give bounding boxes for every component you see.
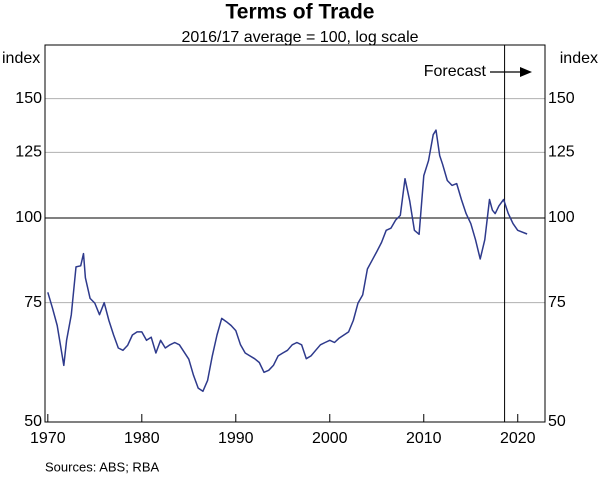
chart-title: Terms of Trade bbox=[226, 1, 375, 24]
x-tick-label: 1990 bbox=[218, 430, 254, 447]
y2-tick-label: 100 bbox=[548, 209, 575, 226]
y-axis-label: index bbox=[2, 50, 40, 67]
chart-subtitle: 2016/17 average = 100, log scale bbox=[181, 29, 418, 46]
x-tick-label: 2000 bbox=[312, 430, 348, 447]
x-tick-label: 2020 bbox=[500, 430, 536, 447]
forecast-arrowhead bbox=[520, 67, 532, 77]
y-tick-label: 150 bbox=[15, 90, 42, 107]
y-tick-label: 125 bbox=[15, 144, 42, 161]
y-tick-label: 100 bbox=[15, 209, 42, 226]
y-tick-label: 75 bbox=[24, 294, 42, 311]
source-note: Sources: ABS; RBA bbox=[45, 459, 159, 474]
data-line bbox=[47, 129, 528, 393]
y-tick-label: 50 bbox=[24, 413, 42, 430]
y2-tick-label: 50 bbox=[548, 413, 566, 430]
y2-axis-label: index bbox=[560, 50, 598, 67]
forecast-label: Forecast bbox=[424, 63, 487, 80]
x-tick-label: 1970 bbox=[30, 430, 66, 447]
y2-tick-label: 150 bbox=[548, 90, 575, 107]
x-tick-label: 1980 bbox=[124, 430, 160, 447]
x-tick-label: 2010 bbox=[406, 430, 442, 447]
plot-frame bbox=[44, 44, 546, 423]
y2-tick-label: 125 bbox=[548, 144, 575, 161]
y2-tick-label: 75 bbox=[548, 294, 566, 311]
